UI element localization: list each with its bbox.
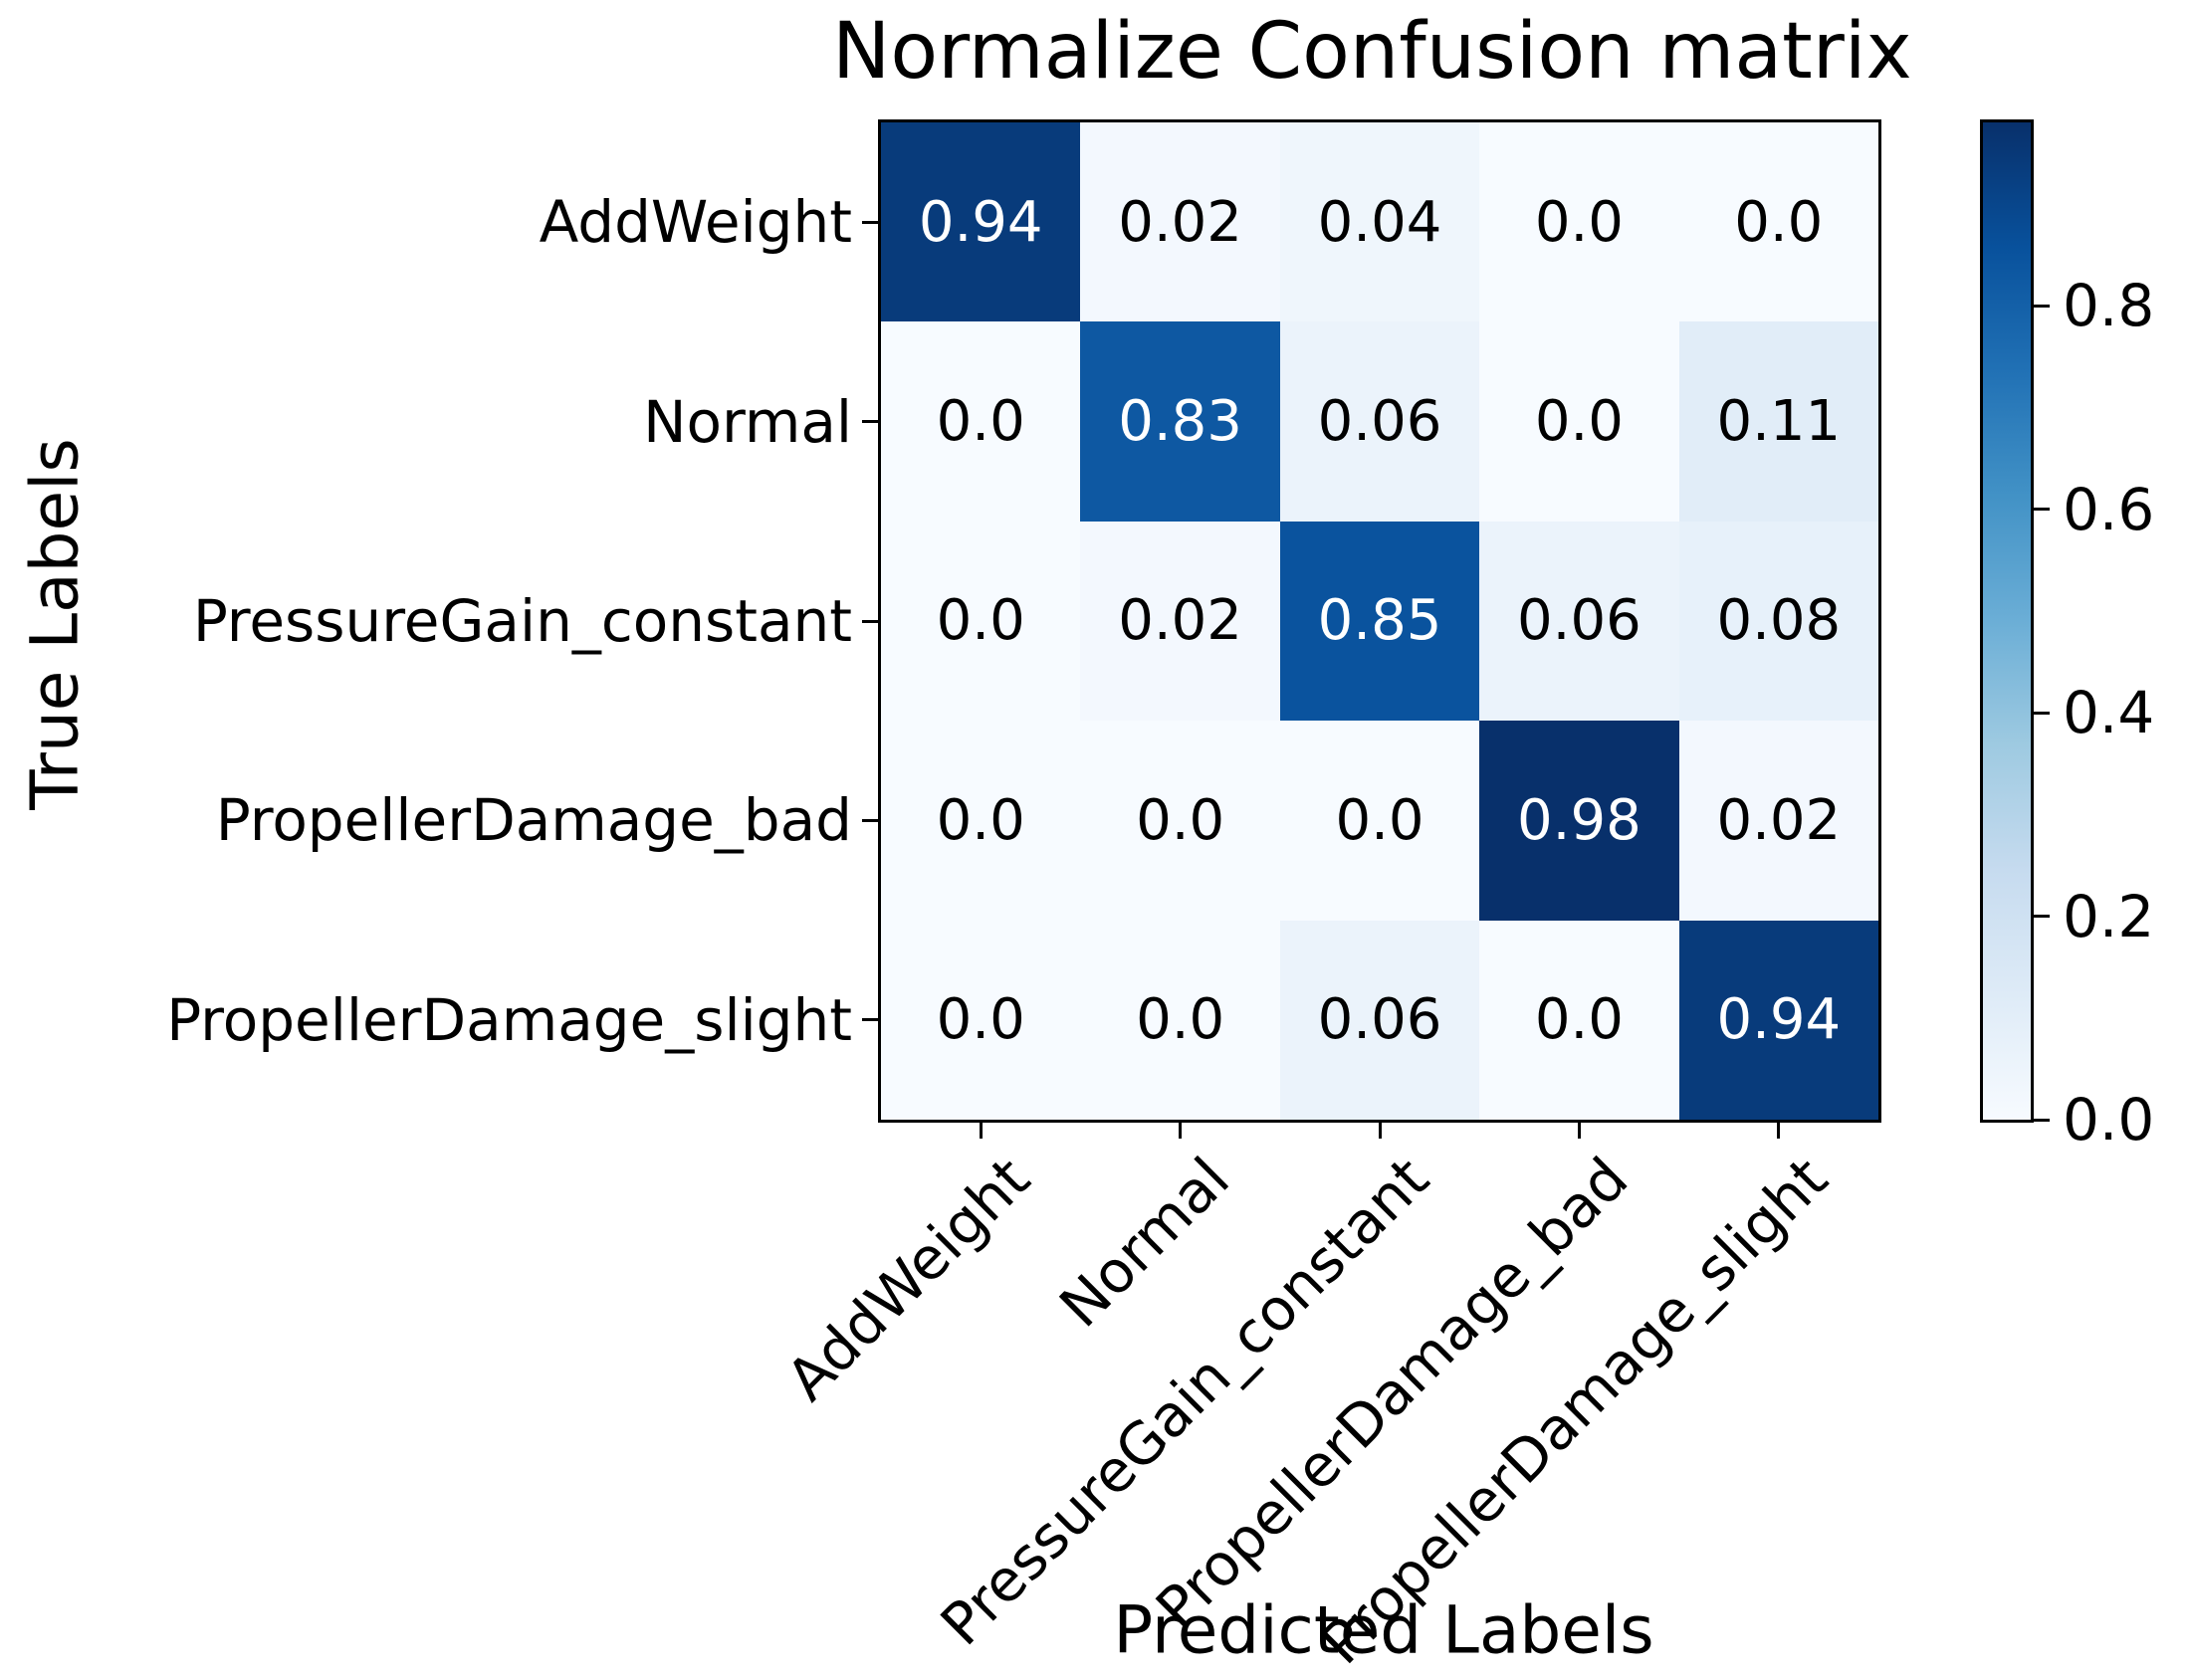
- matrix-cell-r3c3: 0.98: [1479, 721, 1679, 921]
- matrix-cell-r3c4: 0.02: [1678, 721, 1878, 921]
- colorbar-tick-mark: [2034, 1118, 2050, 1122]
- x-tick-mark: [1179, 1123, 1183, 1139]
- y-tick-mark: [862, 1018, 878, 1022]
- matrix-cell-r1c4: 0.11: [1678, 321, 1878, 522]
- matrix-cell-r4c0: 0.0: [881, 920, 1081, 1120]
- x-tick-mark: [1777, 1123, 1781, 1139]
- matrix-cell-r3c0: 0.0: [881, 721, 1081, 921]
- matrix-cell-r0c1: 0.02: [1080, 122, 1280, 322]
- x-tick-label: Normal: [1046, 1145, 1242, 1341]
- heatmap-grid: 0.94 0.02 0.04 0.0 0.0 0.0 0.83 0.06 0.0 0.11 0.0 0…: [881, 122, 1878, 1120]
- matrix-cell-r3c2: 0.0: [1279, 721, 1480, 921]
- y-axis-title: True Labels: [16, 438, 94, 810]
- colorbar-tick-mark: [2034, 915, 2050, 918]
- chart-title: Normalize Confusion matrix: [832, 7, 1912, 97]
- matrix-cell-r2c0: 0.0: [881, 521, 1081, 722]
- colorbar-tick-label: 0.8: [2063, 272, 2155, 340]
- y-tick-mark: [862, 818, 878, 822]
- y-tick-mark: [862, 619, 878, 623]
- matrix-cell-r1c2: 0.06: [1279, 321, 1480, 522]
- colorbar-tick-mark: [2034, 508, 2050, 512]
- y-tick-label: PropellerDamage_slight: [166, 985, 852, 1054]
- matrix-cell-r1c3: 0.0: [1479, 321, 1679, 522]
- matrix-cell-r0c3: 0.0: [1479, 122, 1679, 322]
- matrix-cell-r3c1: 0.0: [1080, 721, 1280, 921]
- matrix-cell-r2c2: 0.85: [1279, 521, 1480, 722]
- matrix-cell-r0c2: 0.04: [1279, 122, 1480, 322]
- y-tick-label: Normal: [643, 387, 852, 456]
- x-tick-label: AddWeight: [772, 1145, 1043, 1414]
- colorbar-tick-mark: [2034, 304, 2050, 308]
- colorbar-tick-label: 0.0: [2063, 1086, 2155, 1154]
- matrix-cell-r0c0: 0.94: [881, 122, 1081, 322]
- colorbar-tick-mark: [2034, 711, 2050, 715]
- matrix-cell-r1c1: 0.83: [1080, 321, 1280, 522]
- colorbar: [1980, 119, 2034, 1123]
- x-axis-title: Predicted Labels: [1113, 1591, 1654, 1669]
- y-tick-label: PressureGain_constant: [192, 587, 852, 655]
- y-tick-mark: [862, 420, 878, 424]
- matrix-cell-r2c3: 0.06: [1479, 521, 1679, 722]
- matrix-cell-r4c4: 0.94: [1678, 920, 1878, 1120]
- y-tick-label: PropellerDamage_bad: [215, 786, 852, 855]
- colorbar-tick-label: 0.2: [2063, 882, 2155, 950]
- colorbar-tick-label: 0.4: [2063, 679, 2155, 747]
- x-tick-mark: [1378, 1123, 1382, 1139]
- heatmap-plot-area: 0.94 0.02 0.04 0.0 0.0 0.0 0.83 0.06 0.0 0.11 0.0 0…: [878, 119, 1881, 1123]
- x-tick-mark: [979, 1123, 983, 1139]
- matrix-cell-r4c3: 0.0: [1479, 920, 1679, 1120]
- y-tick-label: AddWeight: [539, 188, 852, 257]
- matrix-cell-r4c2: 0.06: [1279, 920, 1480, 1120]
- matrix-cell-r2c1: 0.02: [1080, 521, 1280, 722]
- matrix-cell-r4c1: 0.0: [1080, 920, 1280, 1120]
- matrix-cell-r1c0: 0.0: [881, 321, 1081, 522]
- x-tick-mark: [1577, 1123, 1581, 1139]
- matrix-cell-r2c4: 0.08: [1678, 521, 1878, 722]
- y-tick-mark: [862, 220, 878, 224]
- colorbar-tick-label: 0.6: [2063, 475, 2155, 543]
- matrix-cell-r0c4: 0.0: [1678, 122, 1878, 322]
